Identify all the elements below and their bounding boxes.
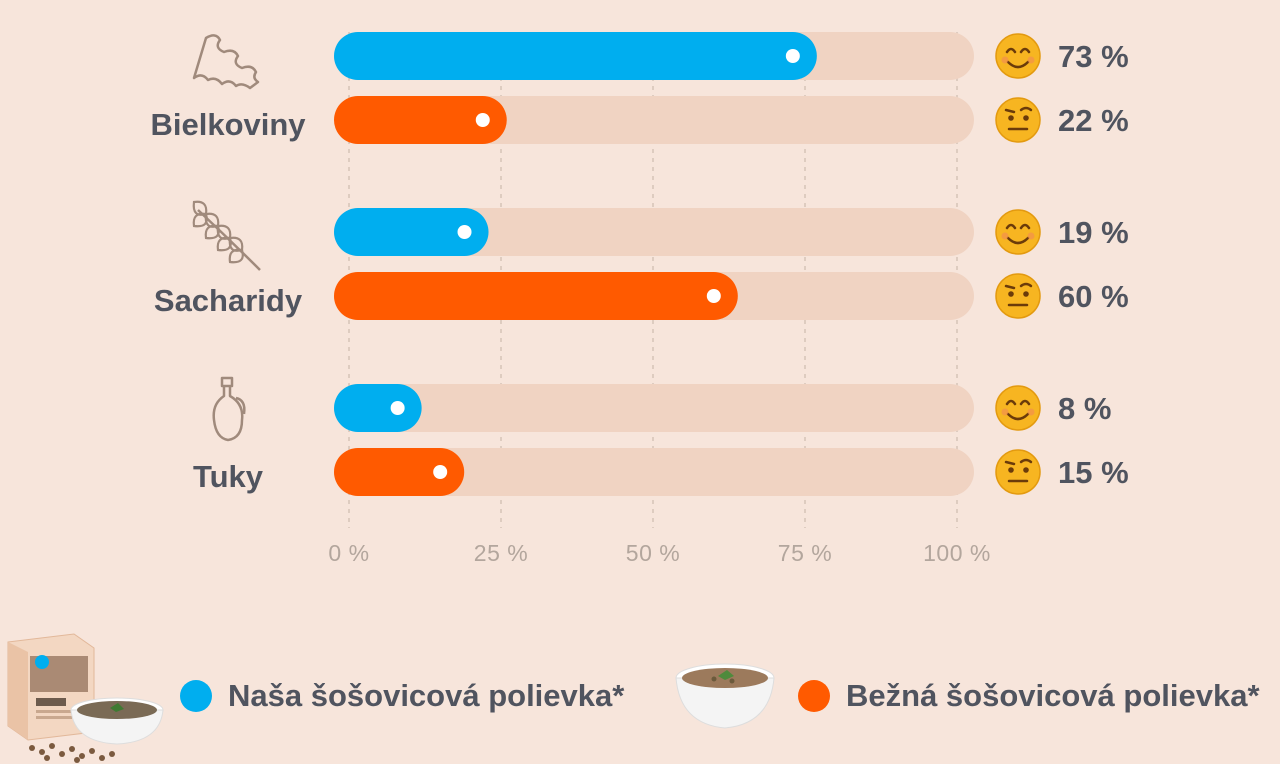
bar-track xyxy=(334,448,974,496)
x-tick-label: 75 % xyxy=(778,540,832,566)
face-cheek xyxy=(1001,232,1009,240)
face-brow xyxy=(1004,284,1016,290)
lentil-soup-product-box-image xyxy=(7,633,164,763)
value-label: 60 % xyxy=(1058,279,1129,314)
face-eye xyxy=(1005,399,1017,406)
smiling-face-icon xyxy=(995,385,1041,431)
face-eye xyxy=(1019,47,1031,54)
face-eye xyxy=(1023,115,1029,121)
bar-regular-soup xyxy=(334,96,507,144)
face-base xyxy=(995,33,1041,79)
face-eye xyxy=(1005,223,1017,230)
legend-label-our-soup: Naša šošovicová polievka* xyxy=(228,678,625,713)
bar-our-soup xyxy=(334,208,489,256)
pasta-shape xyxy=(192,34,260,90)
category-label: Tuky xyxy=(193,459,264,494)
bar-regular-soup xyxy=(334,448,465,496)
value-label: 8 % xyxy=(1058,391,1111,426)
face-brow xyxy=(1019,282,1033,288)
category-label: Bielkoviny xyxy=(150,107,306,142)
oil-bottle-handle xyxy=(235,396,246,415)
bar-end-marker xyxy=(706,289,721,303)
face-mouth xyxy=(1006,412,1030,421)
wheat-grain xyxy=(228,248,244,264)
legend-blue-dot xyxy=(180,680,212,712)
face-brow xyxy=(1019,106,1033,112)
face-eye xyxy=(1008,467,1014,473)
raised-eyebrow-face-icon xyxy=(995,97,1041,143)
raised-eyebrow-face-icon xyxy=(995,449,1041,495)
value-label: 19 % xyxy=(1058,215,1129,250)
face-mouth xyxy=(1006,60,1030,69)
x-tick-label: 100 % xyxy=(923,540,991,566)
bar-end-marker xyxy=(433,465,448,479)
wheat-icon xyxy=(192,200,261,271)
face-eye xyxy=(1023,467,1029,473)
bar-track xyxy=(334,208,974,256)
face-brow xyxy=(1004,460,1016,466)
x-tick-label: 50 % xyxy=(626,540,680,566)
raised-eyebrow-face-icon xyxy=(995,273,1041,319)
bar-our-soup xyxy=(334,32,817,80)
bar-regular-soup xyxy=(334,272,738,320)
smiling-face-icon xyxy=(995,209,1041,255)
legend-item-our-soup: Naša šošovicová polievka* xyxy=(180,678,624,714)
face-eye xyxy=(1023,291,1029,297)
legend-orange-dot xyxy=(798,680,830,712)
face-base xyxy=(995,449,1041,495)
value-labels: 73 % 22 % 19 % 60 % 8 % 15 % xyxy=(995,33,1129,495)
face-cheek xyxy=(1001,56,1009,64)
x-tick-label: 25 % xyxy=(474,540,528,566)
legend: Naša šošovicová polievka* Bežná šošovico… xyxy=(0,630,1280,764)
bar-end-marker xyxy=(475,113,490,127)
smiling-face-icon xyxy=(995,33,1041,79)
x-tick-label: 0 % xyxy=(328,540,369,566)
bar-end-marker xyxy=(390,401,405,415)
face-eye xyxy=(1008,115,1014,121)
face-brow xyxy=(1019,458,1033,464)
legend-label-regular-soup: Bežná šošovicová polievka* xyxy=(846,678,1260,713)
x-axis-ticks: 0 % 25 % 50 % 75 % 100 % xyxy=(328,540,990,566)
legend-item-regular-soup: Bežná šošovicová polievka* xyxy=(798,678,1260,714)
bar-end-marker xyxy=(457,225,472,239)
oil-bottle-icon xyxy=(212,376,246,442)
face-cheek xyxy=(1027,232,1035,240)
value-label: 73 % xyxy=(1058,39,1129,74)
face-base xyxy=(995,385,1041,431)
face-eye xyxy=(1019,399,1031,406)
face-base xyxy=(995,273,1041,319)
value-label: 22 % xyxy=(1058,103,1129,138)
macronutrient-chart: Bielkoviny Sacharidy Tuky 73 % 22 % 19 % 60 %… xyxy=(150,32,1129,566)
face-cheek xyxy=(1027,408,1035,416)
face-brow xyxy=(1004,108,1016,114)
face-cheek xyxy=(1027,56,1035,64)
bar-track xyxy=(334,384,974,432)
bar-end-marker xyxy=(785,49,800,63)
face-mouth xyxy=(1006,236,1030,245)
bar-our-soup xyxy=(334,384,422,432)
face-cheek xyxy=(1001,408,1009,416)
value-label: 15 % xyxy=(1058,455,1129,490)
oil-bottle-shape xyxy=(212,376,244,442)
face-eye xyxy=(1005,47,1017,54)
face-eye xyxy=(1019,223,1031,230)
regular-soup-bowl-image xyxy=(675,663,775,729)
bars xyxy=(334,32,817,496)
face-eye xyxy=(1008,291,1014,297)
category-labels: Bielkoviny Sacharidy Tuky xyxy=(150,34,306,494)
pasta-icon xyxy=(192,34,260,90)
category-label: Sacharidy xyxy=(154,283,303,318)
face-base xyxy=(995,97,1041,143)
face-base xyxy=(995,209,1041,255)
